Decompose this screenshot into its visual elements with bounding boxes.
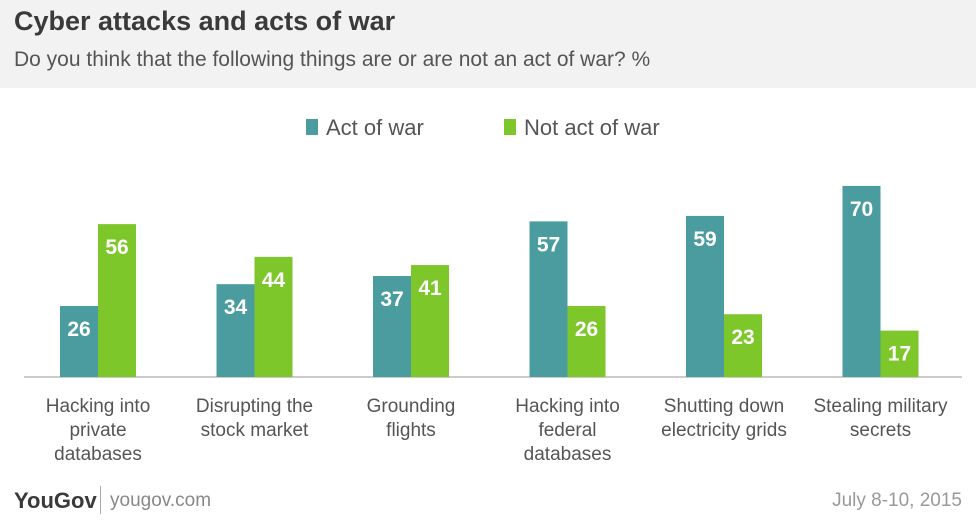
category-label-3-2: databases — [524, 444, 612, 465]
logo-text: YouGov — [14, 488, 97, 513]
legend-swatch-1 — [504, 119, 516, 135]
legend-label-1: Not act of war — [524, 115, 660, 140]
bar-value-label-0-5: 70 — [850, 198, 873, 221]
legend-label-0: Act of war — [326, 115, 424, 140]
bar-value-label-1-0: 56 — [105, 236, 128, 259]
bar-0-4 — [686, 215, 724, 377]
category-label-4-1: electricity grids — [661, 420, 787, 441]
bar-value-label-0-3: 57 — [537, 233, 560, 256]
category-label-5-0: Stealing military — [813, 396, 948, 417]
chart-subtitle: Do you think that the following things a… — [14, 48, 651, 71]
bar-0-5 — [842, 185, 881, 377]
category-label-1-0: Disrupting the — [196, 396, 313, 417]
bar-value-label-1-2: 41 — [418, 277, 442, 300]
category-label-2-0: Grounding — [367, 396, 456, 417]
bar-0-1 — [216, 284, 255, 377]
bar-0-2 — [373, 275, 411, 377]
category-label-0-2: databases — [54, 444, 142, 465]
bar-value-label-1-1: 44 — [262, 269, 286, 292]
category-label-3-1: federal — [538, 420, 596, 441]
bar-value-label-0-1: 34 — [224, 296, 248, 319]
category-label-0-0: Hacking into — [46, 396, 151, 417]
bar-0-0 — [60, 306, 98, 377]
footer-website: yougov.com — [110, 490, 212, 511]
bar-value-label-1-5: 17 — [888, 343, 911, 366]
bar-1-0 — [98, 224, 136, 377]
legend-swatch-0 — [306, 119, 318, 135]
bar-1-1 — [254, 256, 293, 377]
bar-value-label-0-4: 59 — [693, 228, 716, 251]
category-label-4-0: Shutting down — [664, 396, 784, 417]
category-label-2-1: flights — [386, 420, 436, 441]
bar-0-3 — [529, 221, 568, 377]
bar-1-4 — [724, 314, 762, 377]
bar-value-label-1-3: 26 — [575, 318, 598, 341]
bar-1-5 — [880, 330, 919, 377]
category-label-3-0: Hacking into — [515, 396, 620, 417]
category-label-5-1: secrets — [850, 420, 911, 441]
bar-1-3 — [567, 306, 606, 377]
footer-divider — [100, 486, 101, 514]
bar-value-label-0-0: 26 — [67, 318, 90, 341]
bar-chart: Act of war Not act of war 26 56 Hacking into… — [24, 115, 962, 465]
category-label-0-1: private — [69, 420, 126, 441]
yougov-logo: YouGov — [14, 488, 97, 514]
bar-1-2 — [411, 265, 449, 377]
chart-title: Cyber attacks and acts of war — [14, 6, 396, 36]
header-band: Cyber attacks and acts of war Do you thi… — [0, 0, 976, 88]
bar-value-label-1-4: 23 — [731, 326, 754, 349]
bar-value-label-0-2: 37 — [380, 288, 403, 311]
footer-date: July 8-10, 2015 — [832, 490, 962, 511]
category-label-1-1: stock market — [201, 420, 309, 441]
